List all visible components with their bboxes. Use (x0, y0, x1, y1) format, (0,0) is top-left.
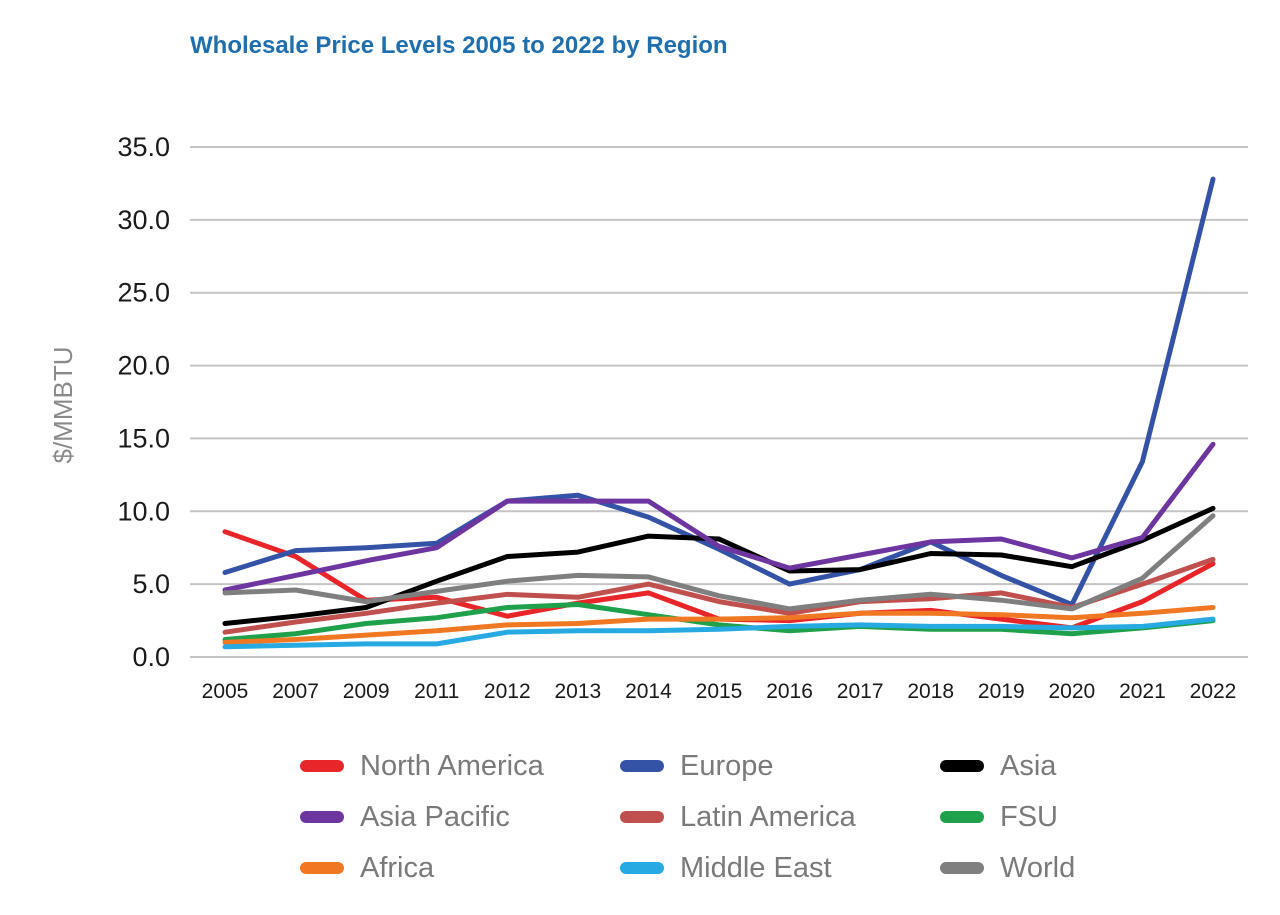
x-tick-label: 2011 (414, 680, 459, 703)
legend-swatch (620, 811, 664, 823)
x-tick-label: 2005 (202, 680, 249, 703)
series-line-middle-east (222, 616, 1216, 650)
legend-item: Asia (940, 746, 1056, 786)
y-tick-label: 0.0 (132, 642, 170, 672)
legend-swatch (300, 811, 344, 823)
legend-item: North America (300, 746, 544, 786)
legend-swatch (620, 760, 664, 772)
legend-label: Africa (360, 851, 435, 884)
legend-item: Latin America (620, 797, 856, 837)
x-tick-label: 2017 (837, 680, 884, 703)
y-tick-label: 5.0 (132, 569, 170, 599)
series-line-fsu (222, 602, 1216, 642)
chart-title: Wholesale Price Levels 2005 to 2022 by R… (190, 32, 728, 59)
y-tick-label: 10.0 (117, 496, 170, 526)
legend-swatch (620, 862, 664, 874)
legend-label: Latin America (680, 800, 856, 833)
legend-swatch (940, 760, 984, 772)
legend-swatch (940, 811, 984, 823)
x-tick-label: 2019 (978, 680, 1025, 703)
x-tick-label: 2009 (343, 680, 390, 703)
y-tick-label: 35.0 (117, 132, 170, 162)
series-line-latin-america (222, 556, 1216, 635)
series-line-europe (222, 176, 1216, 607)
legend-item: Middle East (620, 848, 832, 888)
legend-swatch (300, 760, 344, 772)
y-tick-label: 25.0 (117, 278, 170, 308)
y-tick-label: 15.0 (117, 423, 170, 453)
x-tick-label: 2018 (907, 680, 954, 703)
legend-label: Middle East (680, 851, 832, 884)
legend-label: FSU (1000, 800, 1058, 833)
x-tick-label: 2007 (272, 680, 319, 703)
legend-item: FSU (940, 797, 1058, 837)
legend-item: Europe (620, 746, 774, 786)
legend-swatch (940, 862, 984, 874)
legend-item: Africa (300, 848, 434, 888)
x-tick-label: 2016 (766, 680, 813, 703)
legend-label: Europe (680, 749, 774, 782)
y-tick-label: 30.0 (117, 205, 170, 235)
y-axis-label: $/MMBTU (48, 347, 78, 464)
legend-label: North America (360, 749, 544, 782)
series-line-africa (222, 605, 1216, 645)
x-tick-label: 2012 (484, 680, 531, 703)
legend-label: Asia (1000, 749, 1057, 782)
x-tick-label: 2014 (625, 680, 672, 703)
x-tick-label: 2015 (696, 680, 743, 703)
series-line-world (222, 513, 1216, 612)
x-tick-label: 2021 (1119, 680, 1166, 703)
legend-item: Asia Pacific (300, 797, 510, 837)
series-line-asia-pacific (222, 441, 1216, 593)
legend-swatch (300, 862, 344, 874)
x-tick-label: 2020 (1048, 680, 1095, 703)
legend-label: World (1000, 851, 1076, 884)
x-tick-label: 2022 (1190, 680, 1237, 703)
x-tick-label: 2013 (554, 680, 601, 703)
legend-label: Asia Pacific (360, 800, 510, 833)
legend-item: World (940, 848, 1075, 888)
y-tick-label: 20.0 (117, 351, 170, 381)
